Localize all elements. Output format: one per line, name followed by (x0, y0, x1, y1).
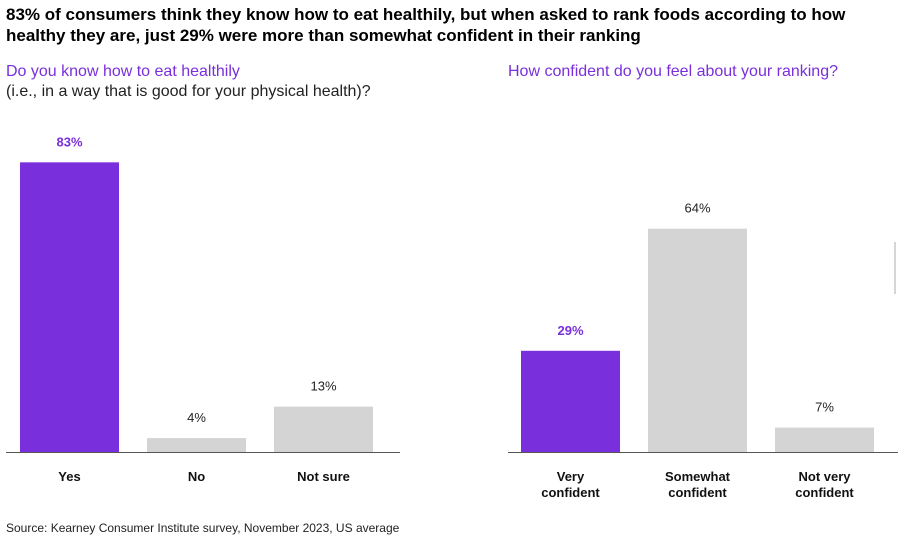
headline: 83% of consumers think they know how to … (6, 5, 846, 45)
right-category-line-1-2: confident (541, 485, 600, 500)
right-value-label-3: 7% (815, 400, 834, 415)
left-category-line-1-1: Yes (58, 469, 80, 484)
left-category-label-3: Not sure (297, 469, 350, 484)
right-category-line-1-1: Very (557, 469, 585, 484)
left-category-label-2: No (188, 469, 205, 484)
right-value-label-1: 29% (557, 323, 583, 338)
left-chart-subtitle: (i.e., in a way that is good for your ph… (6, 83, 371, 100)
left-category-label-1: Yes (58, 469, 80, 484)
left-category-line-2-1: No (188, 469, 205, 484)
right-category-line-3-1: Not very (798, 469, 851, 484)
source-note: Source: Kearney Consumer Institute surve… (6, 521, 400, 535)
right-bar-2 (648, 228, 747, 452)
right-category-label-2: Somewhat confident (665, 469, 731, 500)
right-category-label-1: Very confident (541, 469, 600, 500)
right-bar-1 (521, 350, 620, 452)
left-chart-title: Do you know how to eat healthily (i.e., … (6, 62, 446, 102)
right-category-line-3-2: confident (795, 485, 854, 500)
right-category-line-2-2: confident (668, 485, 727, 500)
left-chart-question: Do you know how to eat healthily (6, 63, 240, 80)
right-bar-3 (775, 427, 874, 452)
right-value-label-2: 64% (684, 201, 710, 216)
edge-decoration (894, 242, 896, 294)
left-value-label-3: 13% (310, 379, 336, 394)
left-value-label-1: 83% (56, 134, 82, 149)
left-value-label-2: 4% (187, 410, 206, 425)
left-bar-1 (20, 162, 119, 452)
left-bar-3 (274, 406, 373, 452)
right-category-line-2-1: Somewhat (665, 469, 731, 484)
right-chart-question: How confident do you feel about your ran… (508, 63, 838, 80)
left-category-line-3-1: Not sure (297, 469, 350, 484)
right-chart-title: How confident do you feel about your ran… (508, 62, 898, 82)
right-category-label-3: Not very confident (795, 469, 854, 500)
left-bar-2 (147, 438, 246, 452)
